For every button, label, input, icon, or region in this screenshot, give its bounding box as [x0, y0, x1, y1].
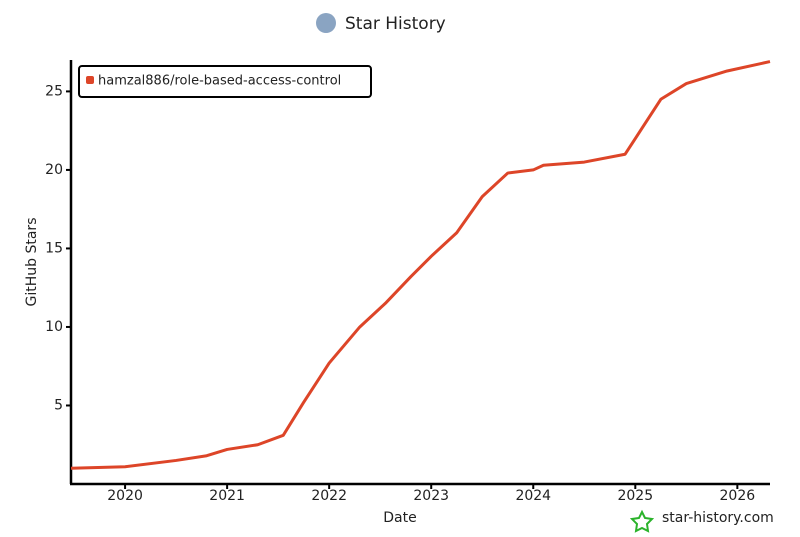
- y-tick-label: 20: [45, 162, 63, 178]
- legend-label: hamzal886/role-based-access-control: [98, 74, 341, 89]
- x-tick-label: 2024: [515, 488, 551, 504]
- y-axis-label: GitHub Stars: [24, 218, 40, 307]
- watermark-icon: [629, 509, 655, 533]
- y-tick-label: 5: [54, 397, 63, 413]
- x-tick-label: 2020: [107, 488, 143, 504]
- watermark: star-history.com: [662, 510, 774, 526]
- x-axis-label: Date: [383, 510, 416, 526]
- y-tick-label: 25: [45, 83, 63, 99]
- y-tick-label: 15: [45, 240, 63, 256]
- legend-swatch: [86, 76, 94, 84]
- x-tick-label: 2021: [209, 488, 245, 504]
- x-tick-label: 2022: [311, 488, 347, 504]
- y-tick-label: 10: [45, 319, 63, 335]
- avatar: [316, 13, 336, 33]
- x-tick-label: 2026: [720, 488, 756, 504]
- x-tick-label: 2023: [413, 488, 449, 504]
- chart-title: Star History: [345, 14, 446, 34]
- legend-box: [78, 65, 372, 98]
- x-tick-label: 2025: [617, 488, 653, 504]
- line: [70, 60, 771, 470]
